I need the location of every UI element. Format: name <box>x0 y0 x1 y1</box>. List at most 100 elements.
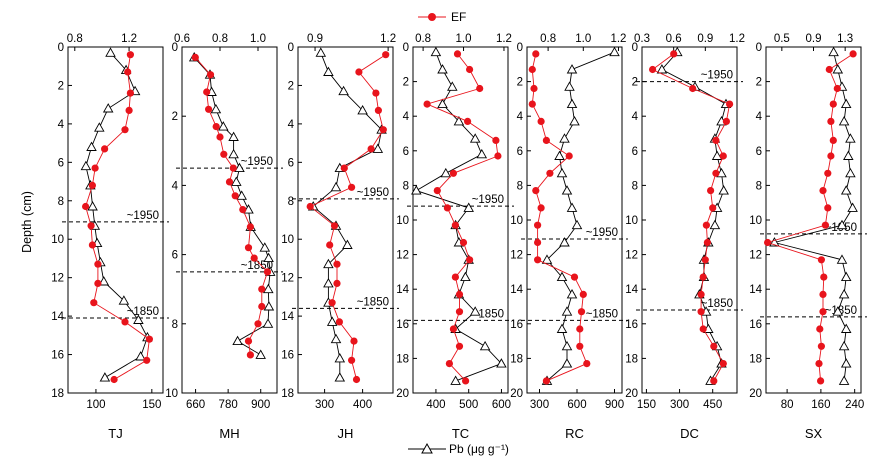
panel-label-sx: SX <box>805 426 823 441</box>
pb-point-sx <box>838 375 850 385</box>
ef-point-jh <box>372 89 380 97</box>
ef-tick-label-dc: 0.3 <box>634 33 650 45</box>
legend-ef-marker <box>428 13 436 21</box>
ef-point-mh <box>246 351 254 359</box>
era-label-jh: ~1950 <box>357 187 389 199</box>
pb-tick-label-mh: 900 <box>251 399 270 411</box>
pb-point-tc <box>450 375 461 385</box>
ef-point-tc <box>455 342 464 350</box>
ef-point-rc <box>576 342 584 350</box>
depth-tick-label-dc: 18 <box>625 353 638 365</box>
ef-point-tc <box>466 256 474 264</box>
pb-point-rc <box>559 133 570 143</box>
depth-tick-label-sx: 4 <box>756 111 763 123</box>
depth-tick-label-rc: 20 <box>510 388 523 400</box>
pb-point-mh <box>263 301 275 311</box>
ef-point-tj <box>88 181 96 189</box>
ef-point-dc <box>697 308 705 316</box>
pb-point-rc <box>559 237 570 247</box>
depth-tick-label-rc: 14 <box>510 284 523 296</box>
pb-point-sx <box>840 323 852 333</box>
depth-tick-label-tc: 0 <box>403 42 409 54</box>
ef-point-jh <box>335 318 343 326</box>
ef-point-tc <box>449 169 457 177</box>
ef-point-tc <box>453 50 462 58</box>
ef-point-tj <box>94 279 102 287</box>
ef-tick-label-tj: 0.8 <box>67 33 83 45</box>
ef-point-tc <box>455 290 464 298</box>
ef-point-tc <box>466 65 474 74</box>
ef-point-mh <box>212 123 220 131</box>
pb-point-rc <box>609 46 620 57</box>
depth-tick-label-sx: 12 <box>749 250 762 262</box>
ef-point-mh <box>216 133 224 141</box>
pb-point-rc <box>566 202 578 212</box>
pb-tick-label-jh: 300 <box>315 399 334 411</box>
pb-tick-label-dc: 300 <box>670 399 689 411</box>
pb-point-rc <box>566 98 578 109</box>
depth-tick-label-jh: 0 <box>288 42 294 54</box>
legend-pb-label: Pb (μg g⁻¹) <box>449 442 509 456</box>
ef-point-dc <box>710 377 718 385</box>
era-label-rc: ~1850 <box>586 308 618 320</box>
depth-tick-label-tc: 18 <box>396 353 409 365</box>
ef-point-mh <box>258 285 266 293</box>
ef-point-mh <box>244 337 253 345</box>
pb-tick-label-tc: 600 <box>492 399 511 411</box>
ef-point-sx <box>817 342 826 350</box>
pb-point-tc <box>469 133 481 143</box>
pb-point-tj <box>133 314 144 324</box>
ef-tick-label-rc: 1.2 <box>610 33 626 45</box>
pb-point-jh <box>342 239 353 249</box>
ef-point-mh <box>229 164 237 172</box>
ef-tick-label-tc: 0.8 <box>415 33 431 45</box>
pb-point-mh <box>228 148 239 159</box>
pb-point-jh <box>357 104 368 115</box>
ef-series-line-dc <box>651 53 731 382</box>
ef-point-rc <box>537 117 545 125</box>
depth-tick-label-dc: 10 <box>625 215 638 227</box>
pb-point-rc <box>561 306 573 316</box>
depth-tick-label-tj: 4 <box>58 119 65 131</box>
ef-point-dc <box>670 50 678 58</box>
legend: EF Pb (μg g⁻¹) <box>408 10 509 456</box>
depth-tick-label-tc: 4 <box>403 111 410 123</box>
ef-point-tj <box>90 299 98 307</box>
era-label-sx: ~1850 <box>825 305 857 317</box>
pb-point-jh <box>323 66 334 76</box>
ef-point-mh <box>203 88 211 96</box>
depth-tick-label-sx: 6 <box>756 146 762 158</box>
pb-point-sx <box>845 167 856 178</box>
ef-point-tc <box>423 100 431 108</box>
pb-point-tc <box>453 115 465 126</box>
ef-point-rc <box>542 377 551 385</box>
ef-point-tc <box>464 117 472 125</box>
pb-series-line-dc <box>661 51 727 382</box>
ef-point-tj <box>110 375 118 384</box>
ef-tick-label-mh: 0.8 <box>212 33 228 45</box>
ef-point-mh <box>220 150 228 158</box>
ef-tick-label-dc: 1.2 <box>729 33 745 45</box>
depth-tick-label-dc: 6 <box>632 146 638 158</box>
ef-point-tj <box>124 68 132 76</box>
ef-point-rc <box>546 169 554 177</box>
pb-point-dc <box>718 185 729 195</box>
ef-point-sx <box>819 290 827 298</box>
depth-tick-label-jh: 14 <box>281 311 294 323</box>
ef-tick-label-sx: 0.5 <box>774 33 790 45</box>
pb-point-tj <box>105 47 116 57</box>
depth-tick-label-sx: 14 <box>749 284 762 296</box>
ef-point-tc <box>449 325 457 333</box>
pb-point-tc <box>496 358 507 368</box>
pb-point-rc <box>556 323 568 333</box>
ef-point-sx <box>825 65 833 74</box>
pb-point-mh <box>262 318 274 328</box>
ef-point-sx <box>821 221 830 229</box>
depth-tick-label-jh: 18 <box>281 388 294 400</box>
panel-frame-dc <box>641 46 738 394</box>
depth-tick-label-tc: 16 <box>396 319 409 331</box>
ef-point-tc <box>459 238 468 247</box>
pb-point-tj <box>118 295 130 305</box>
pb-tick-label-sx: 80 <box>781 399 794 411</box>
ef-point-sx <box>827 152 835 160</box>
